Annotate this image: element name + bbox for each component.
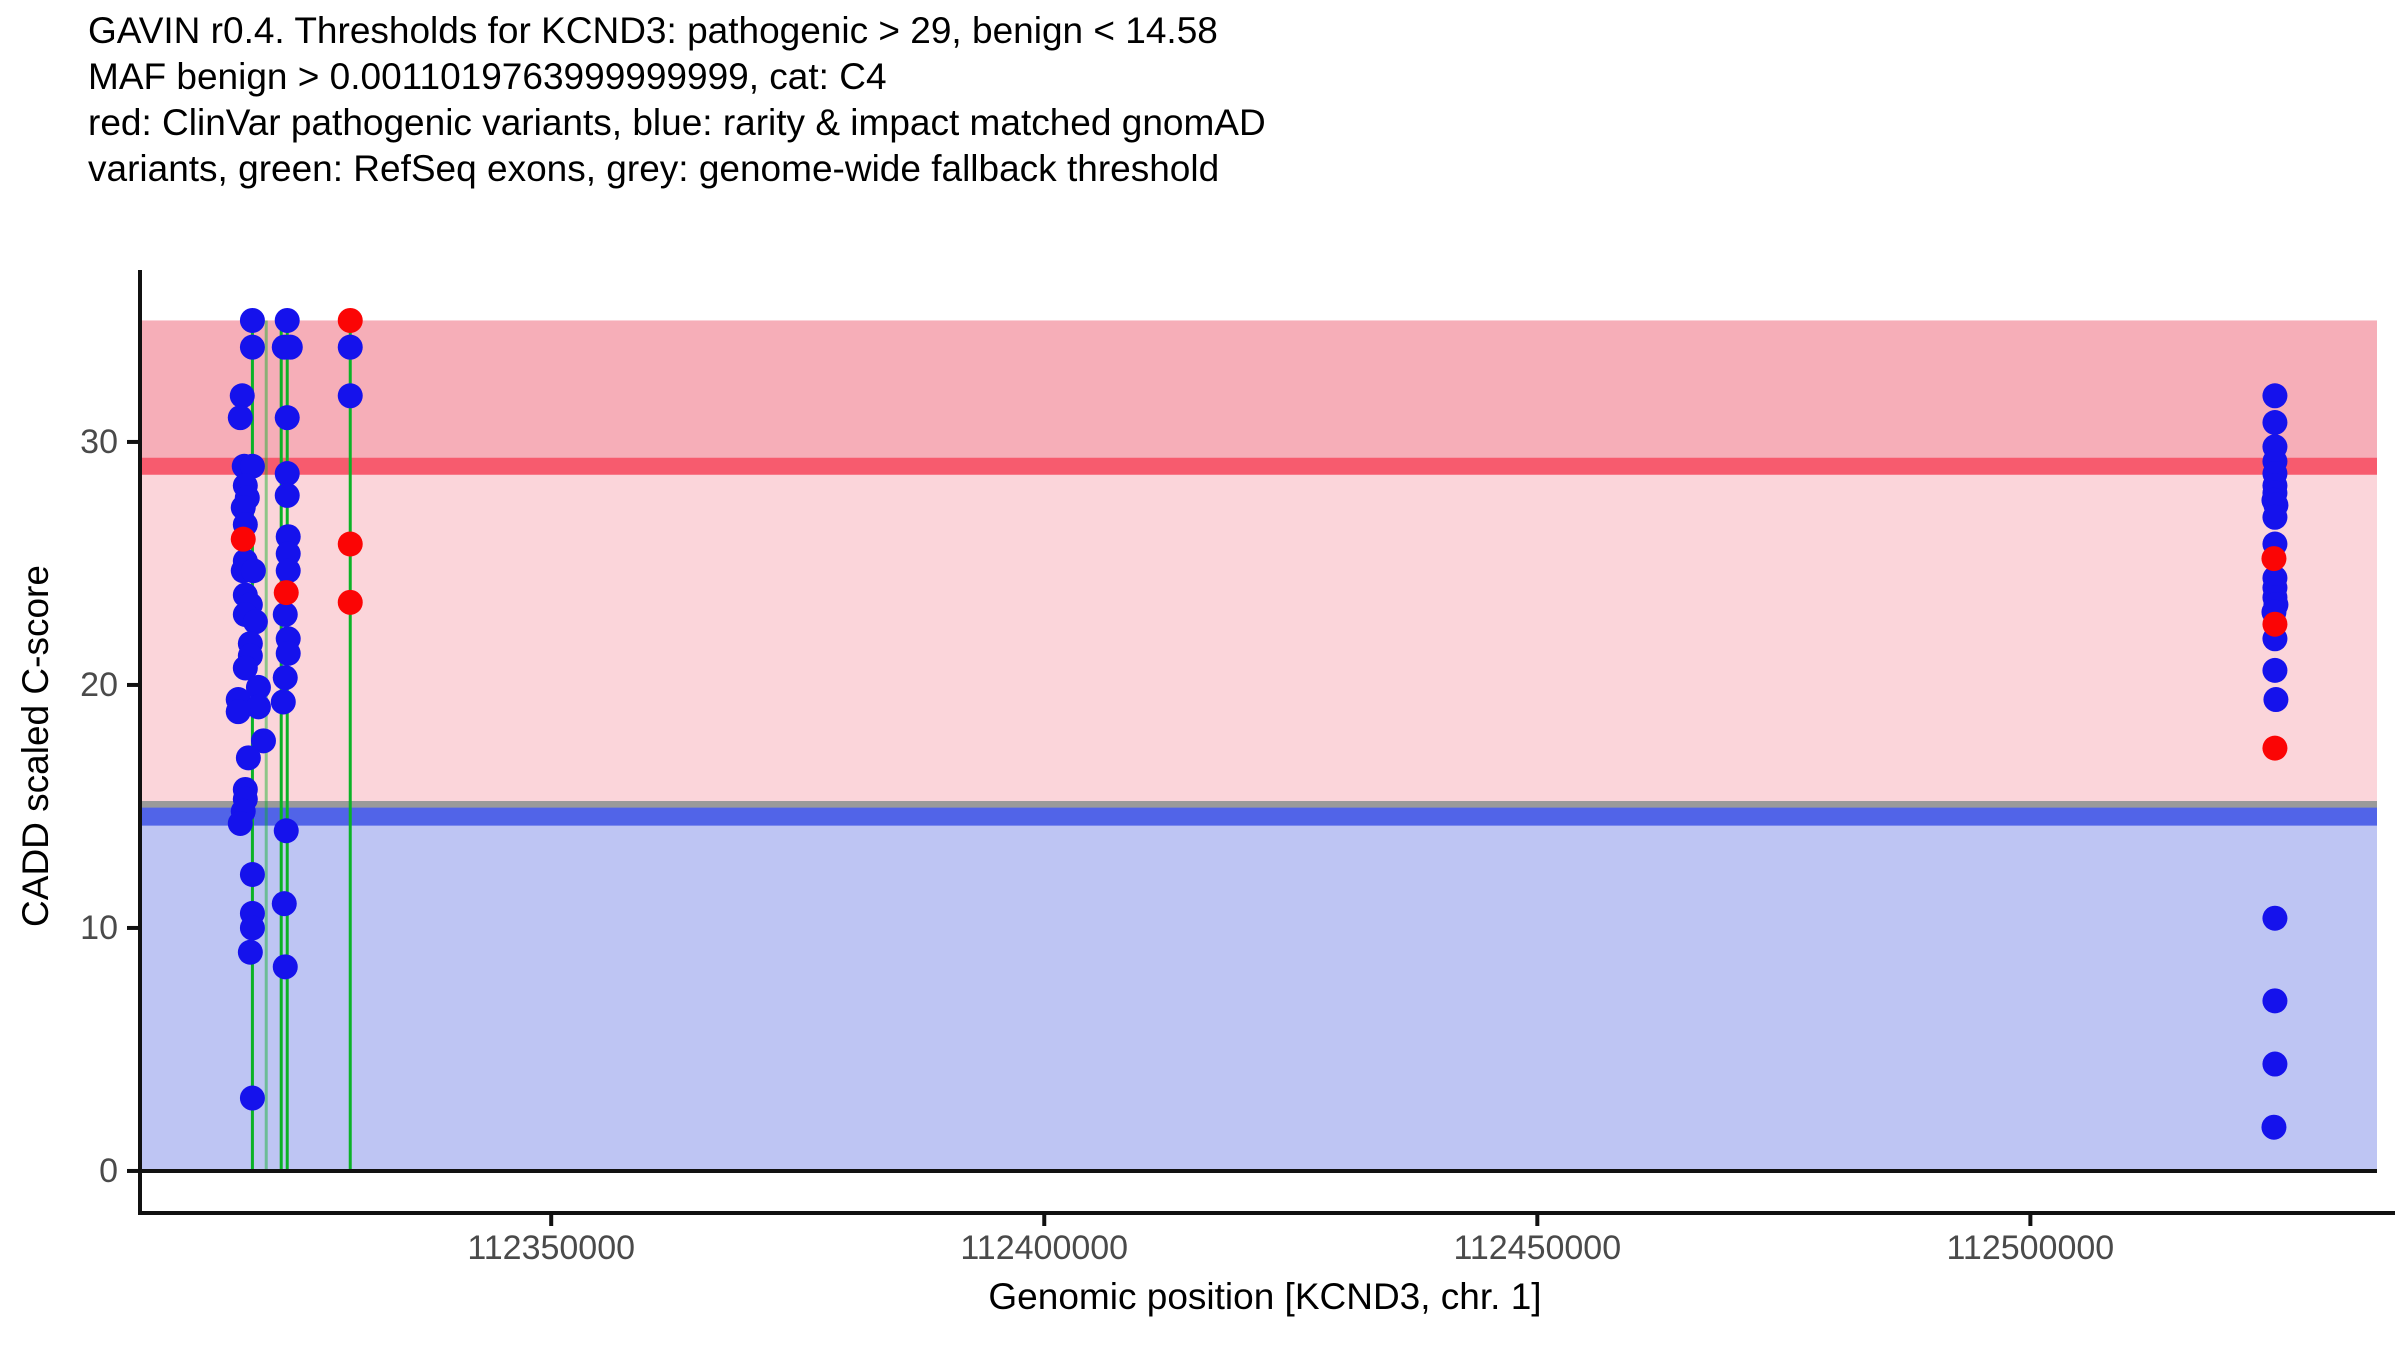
gnomad-matched-point bbox=[272, 665, 298, 691]
gnomad-matched-point bbox=[245, 694, 271, 720]
gnomad-matched-point bbox=[245, 674, 271, 700]
gnomad-matched-point bbox=[337, 334, 363, 360]
gnomad-matched-point bbox=[2261, 1114, 2287, 1140]
clinvar-pathogenic-point bbox=[273, 580, 299, 606]
gnomad-matched-point bbox=[275, 640, 301, 666]
clinvar-pathogenic-point bbox=[337, 307, 363, 333]
gnomad-matched-point bbox=[2262, 988, 2288, 1014]
gnomad-matched-point bbox=[237, 939, 263, 965]
gnomad-matched-point bbox=[274, 482, 300, 508]
gnomad-matched-point bbox=[277, 334, 303, 360]
x-axis-label: Genomic position [KCND3, chr. 1] bbox=[988, 1276, 1542, 1317]
pathogenic-region bbox=[140, 320, 2377, 467]
gnomad-matched-point bbox=[2262, 383, 2288, 409]
gnomad-matched-point bbox=[235, 745, 261, 771]
clinvar-pathogenic-point bbox=[2262, 735, 2288, 761]
gnomad-matched-point bbox=[250, 728, 276, 754]
gnomad-matched-point bbox=[232, 655, 258, 681]
gnomad-matched-point bbox=[239, 861, 265, 887]
gnomad-matched-point bbox=[2263, 687, 2289, 713]
gnomad-matched-point bbox=[2262, 905, 2288, 931]
clinvar-pathogenic-point bbox=[230, 526, 256, 552]
gnomad-matched-point bbox=[2262, 657, 2288, 683]
benign-region bbox=[140, 816, 2377, 1171]
gnomad-matched-point bbox=[274, 461, 300, 487]
vous-region bbox=[140, 466, 2377, 817]
gnomad-matched-point bbox=[273, 818, 299, 844]
gnomad-matched-point bbox=[239, 453, 265, 479]
gnomad-matched-point bbox=[225, 699, 251, 725]
clinvar-pathogenic-point bbox=[2262, 611, 2288, 637]
x-tick-label: 112500000 bbox=[1946, 1229, 2115, 1267]
gnomad-matched-point bbox=[227, 405, 253, 431]
y-tick-label: 10 bbox=[80, 908, 118, 947]
gnomad-matched-point bbox=[239, 1085, 265, 1111]
gnomad-matched-point bbox=[272, 954, 298, 980]
y-tick-label: 0 bbox=[99, 1151, 118, 1190]
plot-title: GAVIN r0.4. Thresholds for KCND3: pathog… bbox=[88, 8, 1266, 192]
x-tick-label: 112350000 bbox=[467, 1229, 636, 1267]
clinvar-pathogenic-point bbox=[337, 531, 363, 557]
gnomad-matched-point bbox=[275, 558, 301, 584]
plot-title-line-2: MAF benign > 0.0011019763999999999, cat:… bbox=[88, 56, 887, 97]
gnomad-matched-point bbox=[229, 383, 255, 409]
x-tick-label: 112400000 bbox=[960, 1229, 1129, 1267]
plot-title-line-1: GAVIN r0.4. Thresholds for KCND3: pathog… bbox=[88, 10, 1218, 51]
gnomad-matched-point bbox=[274, 307, 300, 333]
gnomad-matched-point bbox=[272, 601, 298, 627]
gnomad-matched-point bbox=[271, 891, 297, 917]
gnomad-matched-point bbox=[270, 689, 296, 715]
gnomad-matched-point bbox=[242, 609, 268, 635]
clinvar-pathogenic-point bbox=[2261, 546, 2287, 572]
gnomad-matched-point bbox=[239, 334, 265, 360]
gnomad-matched-point bbox=[274, 405, 300, 431]
gnomad-matched-point bbox=[2262, 410, 2288, 436]
y-tick-label: 20 bbox=[80, 665, 118, 704]
gnomad-matched-point bbox=[239, 307, 265, 333]
plot-title-line-3: red: ClinVar pathogenic variants, blue: … bbox=[88, 102, 1266, 143]
y-tick-label: 30 bbox=[80, 422, 118, 461]
plot-title-line-4: variants, green: RefSeq exons, grey: gen… bbox=[88, 148, 1220, 189]
gnomad-matched-point bbox=[239, 915, 265, 941]
gnomad-matched-point bbox=[2262, 1051, 2288, 1077]
gnomad-matched-point bbox=[2262, 504, 2288, 530]
gnomad-matched-point bbox=[227, 810, 253, 836]
clinvar-pathogenic-point bbox=[337, 589, 363, 615]
y-axis-label: CADD scaled C-score bbox=[15, 565, 56, 927]
x-tick-label: 112450000 bbox=[1453, 1229, 1622, 1267]
gnomad-matched-point bbox=[337, 383, 363, 409]
gnomad-matched-point bbox=[240, 558, 266, 584]
